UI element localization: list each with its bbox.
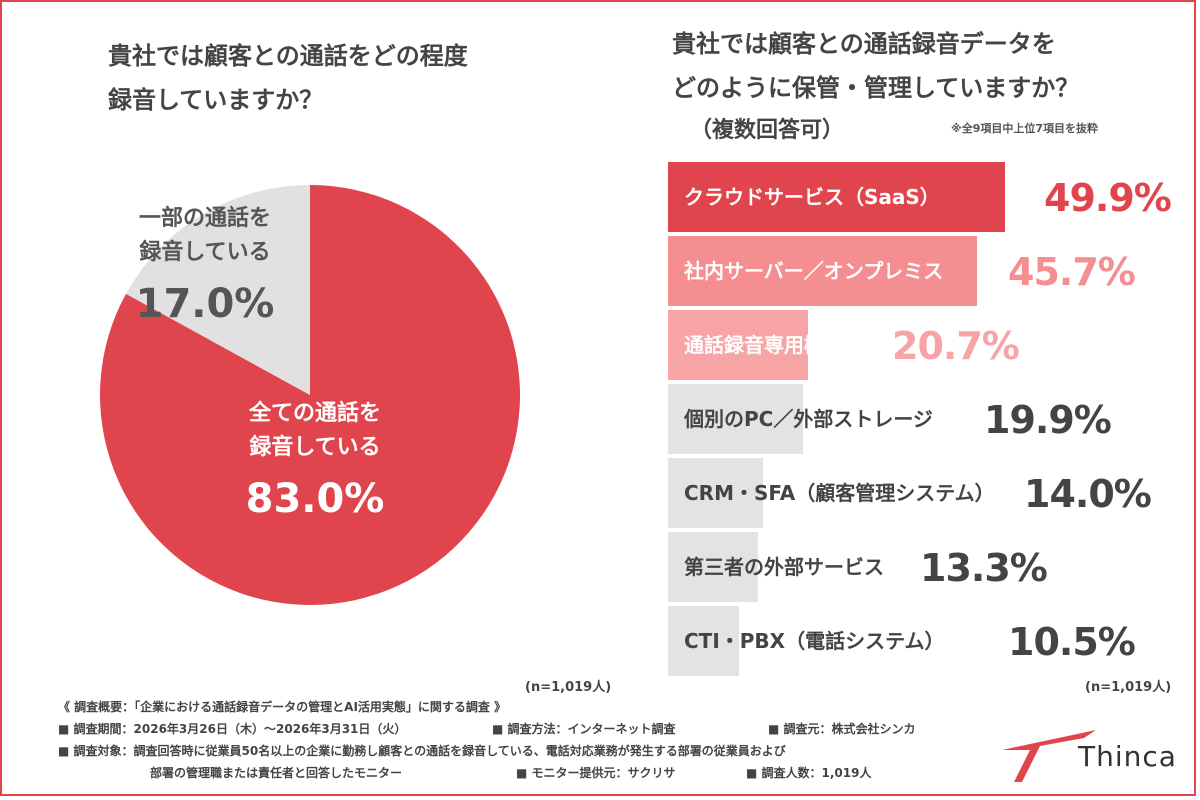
bar-3	[668, 310, 808, 380]
bar-6	[668, 532, 758, 602]
left-chart-title-line2: 録音していますか？	[108, 86, 324, 114]
bar-1-label: クラウドサービス（SaaS）	[684, 185, 940, 209]
bar-2	[668, 236, 977, 306]
survey-provider: ■ モニター提供元：サクリサ	[516, 766, 676, 780]
bar-2-label: 社内サーバー／オンプレミス	[684, 259, 944, 283]
bar-row-5: CRM・SFA（顧客管理システム） 14.0%	[668, 458, 1188, 528]
bar-5-label: CRM・SFA（顧客管理システム）	[684, 481, 995, 505]
right-chart-subtitle: （複数回答可）	[690, 118, 845, 143]
pie-slice-2	[125, 185, 310, 395]
pie-slice-1-label-line1: 全ての通話を	[248, 400, 381, 426]
right-chart-title: 貴社では顧客との通話録音データを どのように保管・管理していますか？	[672, 22, 1192, 110]
pie-slice-2-value: 17.0%	[136, 281, 275, 327]
right-chart-note: ※全9項目中上位7項目を抜粋	[951, 122, 1099, 135]
bar-5-value: 14.0%	[1024, 472, 1152, 516]
bar-1-value: 49.9%	[1044, 176, 1172, 220]
bar-6-label: 第三者の外部サービス	[684, 555, 884, 579]
bar-3-label: 通話録音専用機器	[684, 333, 844, 357]
bar-7	[668, 606, 739, 676]
bar-7-label: CTI・PBX（電話システム）	[684, 629, 945, 653]
bar-row-2: 社内サーバー／オンプレミス 45.7%	[668, 236, 1188, 306]
pie-slice-2-label-line1: 一部の通話を	[139, 205, 271, 231]
survey-method: ■ 調査方法：インターネット調査	[492, 722, 676, 736]
survey-period: ■ 調査期間：2026年3月26日（木）〜2026年3月31日（火）	[58, 722, 407, 736]
right-chart-title-line2: どのように保管・管理していますか？	[672, 74, 1080, 102]
left-chart-title-line1: 貴社では顧客との通話をどの程度	[108, 42, 468, 70]
bar-6-value: 13.3%	[920, 546, 1048, 590]
survey-target-line2: 部署の管理職または責任者と回答したモニター	[150, 766, 403, 780]
right-chart-n-label: (n=1,019人)	[1085, 680, 1172, 695]
bar-row-6: 第三者の外部サービス 13.3%	[668, 532, 1188, 602]
bar-2-value: 45.7%	[1008, 250, 1136, 294]
bar-5	[668, 458, 763, 528]
bar-7-value: 10.5%	[1008, 620, 1136, 664]
bar-4	[668, 384, 803, 454]
survey-count: ■ 調査人数：1,019人	[746, 766, 872, 780]
left-chart-n-label: (n=1,019人)	[525, 680, 612, 695]
right-chart-title-line1: 貴社では顧客との通話録音データを	[672, 30, 1056, 58]
bar-row-3: 通話録音専用機器 20.7%	[668, 310, 1188, 380]
bar-row-1: クラウドサービス（SaaS） 49.9%	[668, 162, 1188, 232]
bar-row-4: 個別のPC／外部ストレージ 19.9%	[668, 384, 1188, 454]
bar-1	[668, 162, 1005, 232]
bar-4-value: 19.9%	[984, 398, 1112, 442]
bar-row-7: CTI・PBX（電話システム） 10.5%	[668, 606, 1188, 676]
pie-slice-1-label-line2: 録音している	[249, 434, 380, 460]
survey-title: 《 調査概要：「企業における通話録音データの管理とAI活用実態」に関する調査 》	[58, 700, 507, 714]
left-chart-title: 貴社では顧客との通話をどの程度 録音していますか？	[108, 34, 578, 122]
thinca-logo-mark	[1002, 730, 1096, 782]
bar-4-label: 個別のPC／外部ストレージ	[684, 407, 933, 431]
pie-slice-1-value: 83.0%	[246, 476, 385, 522]
thinca-logo-text: Thinca	[1078, 740, 1177, 773]
bar-3-value: 20.7%	[892, 324, 1020, 368]
pie-slice-2-label-line2: 録音している	[139, 239, 270, 265]
survey-source: ■ 調査元：株式会社シンカ	[768, 722, 916, 736]
survey-target-line1: ■ 調査対象：調査回答時に従業員50名以上の企業に勤務し顧客との通話を録音してい…	[58, 744, 786, 758]
